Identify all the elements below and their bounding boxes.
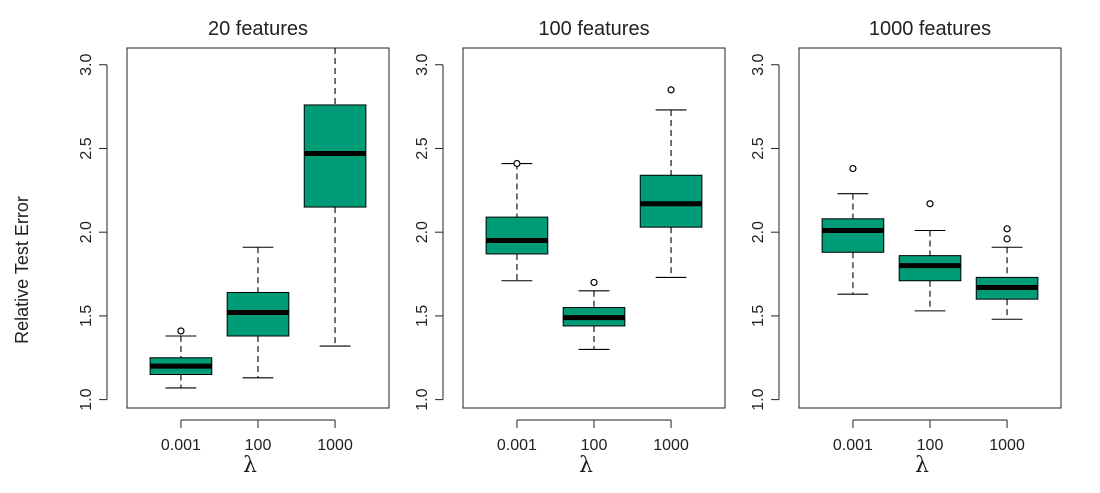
y-tick-label: 3.0 xyxy=(78,54,95,76)
y-tick-label: 3.0 xyxy=(414,54,431,76)
x-axis-label: λ xyxy=(579,453,593,478)
x-tick-label: 1000 xyxy=(317,437,353,454)
y-tick-label: 3.0 xyxy=(750,54,767,76)
box-100 xyxy=(898,200,962,312)
outlier-point xyxy=(590,278,598,287)
plot-frame xyxy=(126,47,390,409)
box-body xyxy=(898,255,962,282)
y-tick-label: 1.0 xyxy=(750,388,767,410)
y-tick-label: 2.0 xyxy=(78,221,95,243)
outlier-point xyxy=(667,86,675,94)
y-tick-label: 2.5 xyxy=(414,137,431,159)
y-axis-label: Relative Test Error xyxy=(12,196,32,344)
outlier-point xyxy=(513,159,521,168)
box-body xyxy=(821,218,885,253)
outlier-point xyxy=(1003,235,1011,243)
outlier-point xyxy=(926,200,934,208)
x-tick-label: 0.001 xyxy=(833,437,873,454)
box-0.001 xyxy=(485,159,549,282)
y-tick-label: 1.0 xyxy=(78,388,95,410)
outlier-point xyxy=(849,164,857,173)
x-tick-label: 100 xyxy=(581,437,608,454)
y-tick-label: 2.5 xyxy=(78,137,95,159)
y-tick-label: 1.0 xyxy=(414,388,431,410)
outlier-point xyxy=(177,327,185,335)
outlier-point xyxy=(1003,225,1011,233)
y-tick-label: 1.5 xyxy=(78,305,95,327)
x-tick-label: 100 xyxy=(917,437,944,454)
chart-title: 20 features xyxy=(208,18,308,40)
x-tick-label: 0.001 xyxy=(161,437,201,454)
box-body xyxy=(485,216,549,255)
chart-title: 1000 features xyxy=(869,18,991,40)
x-tick-label: 1000 xyxy=(653,437,689,454)
y-tick-label: 1.5 xyxy=(414,305,431,327)
box-1000 xyxy=(639,86,703,278)
chart-panel-3: 1000 features 1.0 1.5 2.0 2.5 3.0 0.001 100 1000… xyxy=(750,18,1062,478)
y-tick-label: 2.5 xyxy=(750,137,767,159)
chart-panel-1: 20 features 1.0 1.5 2.0 2.5 3.0 0.001 100 1000 λ xyxy=(78,18,390,478)
box-0.001 xyxy=(149,327,213,389)
plot-frame xyxy=(462,47,726,409)
x-tick-label: 0.001 xyxy=(497,437,537,454)
y-tick-label: 2.0 xyxy=(414,221,431,243)
y-tick-label: 1.5 xyxy=(750,305,767,327)
x-tick-label: 1000 xyxy=(989,437,1025,454)
x-tick-label: 100 xyxy=(245,437,272,454)
box-100 xyxy=(562,278,626,350)
box-1000 xyxy=(975,225,1039,320)
x-axis-label: λ xyxy=(243,453,257,478)
box-1000 xyxy=(303,48,367,347)
x-axis-label: λ xyxy=(915,453,929,478)
plot-frame xyxy=(798,47,1062,409)
box-body xyxy=(303,104,367,208)
box-100 xyxy=(226,246,290,379)
y-tick-label: 2.0 xyxy=(750,221,767,243)
box-body xyxy=(639,174,703,228)
chart-panel-2: 100 features 1.0 1.5 2.0 2.5 3.0 0.001 100 1000 λ xyxy=(414,18,726,478)
box-0.001 xyxy=(821,164,885,295)
chart-title: 100 features xyxy=(538,18,649,40)
